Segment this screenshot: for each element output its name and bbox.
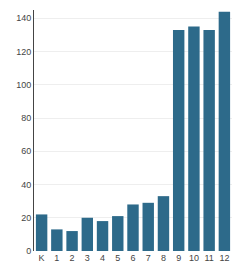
- svg-text:6: 6: [130, 253, 135, 263]
- svg-text:1: 1: [54, 253, 59, 263]
- svg-text:K: K: [39, 253, 45, 263]
- svg-text:100: 100: [16, 80, 31, 90]
- svg-text:7: 7: [146, 253, 151, 263]
- svg-text:10: 10: [189, 253, 199, 263]
- svg-text:20: 20: [21, 213, 31, 223]
- svg-text:4: 4: [100, 253, 105, 263]
- svg-text:8: 8: [161, 253, 166, 263]
- svg-text:40: 40: [21, 180, 31, 190]
- svg-text:12: 12: [219, 253, 229, 263]
- svg-text:120: 120: [16, 47, 31, 57]
- svg-text:11: 11: [204, 253, 213, 263]
- svg-text:9: 9: [176, 253, 181, 263]
- svg-text:3: 3: [85, 253, 90, 263]
- svg-text:80: 80: [21, 113, 31, 123]
- svg-text:0: 0: [26, 246, 31, 256]
- svg-text:140: 140: [16, 13, 31, 23]
- svg-text:5: 5: [115, 253, 120, 263]
- svg-text:60: 60: [21, 146, 31, 156]
- svg-text:2: 2: [70, 253, 75, 263]
